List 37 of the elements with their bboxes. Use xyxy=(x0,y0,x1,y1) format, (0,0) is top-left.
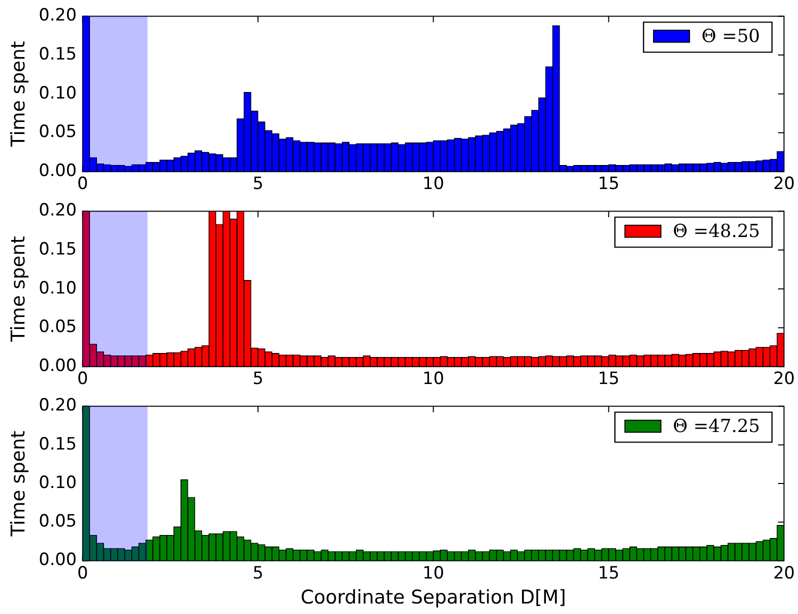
y-tick-label: 0.20 xyxy=(38,200,77,221)
x-tick-label: 5 xyxy=(252,563,264,584)
y-tick-label: 0.10 xyxy=(38,83,77,104)
x-tick-label: 5 xyxy=(252,369,264,390)
x-tick-label: 0 xyxy=(77,174,88,194)
legend-label: Θ =48.25 xyxy=(672,220,760,242)
x-tick-label: 20 xyxy=(773,563,795,584)
y-axis-title: Time spent xyxy=(7,430,30,538)
x-tick-label: 10 xyxy=(422,174,444,194)
x-tick-label: 20 xyxy=(773,174,795,194)
y-tick-label: 0.10 xyxy=(38,278,77,298)
x-tick-label: 15 xyxy=(598,174,620,194)
y-tick-label: 0.00 xyxy=(38,161,77,182)
legend-label: Θ =50 xyxy=(702,26,760,47)
y-tick-label: 0.00 xyxy=(38,550,77,570)
y-tick-label: 0.10 xyxy=(38,472,77,493)
y-tick-label: 0.15 xyxy=(38,44,77,64)
y-tick-label: 0.20 xyxy=(38,396,77,416)
y-tick-label: 0.00 xyxy=(38,356,77,376)
x-tick-label: 0 xyxy=(77,563,88,584)
x-tick-label: 0 xyxy=(77,369,88,390)
legend-label: Θ =47.25 xyxy=(672,416,760,437)
x-tick-label: 10 xyxy=(422,369,444,390)
y-tick-label: 0.05 xyxy=(38,122,77,142)
y-tick-label: 0.15 xyxy=(38,239,77,260)
y-tick-label: 0.15 xyxy=(38,434,77,454)
y-tick-label: 0.05 xyxy=(38,317,77,338)
y-axis-title: Time spent xyxy=(7,41,30,148)
x-tick-label: 5 xyxy=(252,174,264,194)
x-axis-title: Coordinate Separation D[M] xyxy=(300,586,566,609)
x-tick-label: 15 xyxy=(598,369,620,390)
x-tick-label: 15 xyxy=(598,563,620,584)
y-tick-label: 0.20 xyxy=(38,6,77,26)
y-tick-label: 0.05 xyxy=(38,512,77,532)
x-tick-label: 20 xyxy=(773,369,795,390)
x-tick-label: 10 xyxy=(422,563,444,584)
y-axis-title: Time spent xyxy=(7,236,30,343)
